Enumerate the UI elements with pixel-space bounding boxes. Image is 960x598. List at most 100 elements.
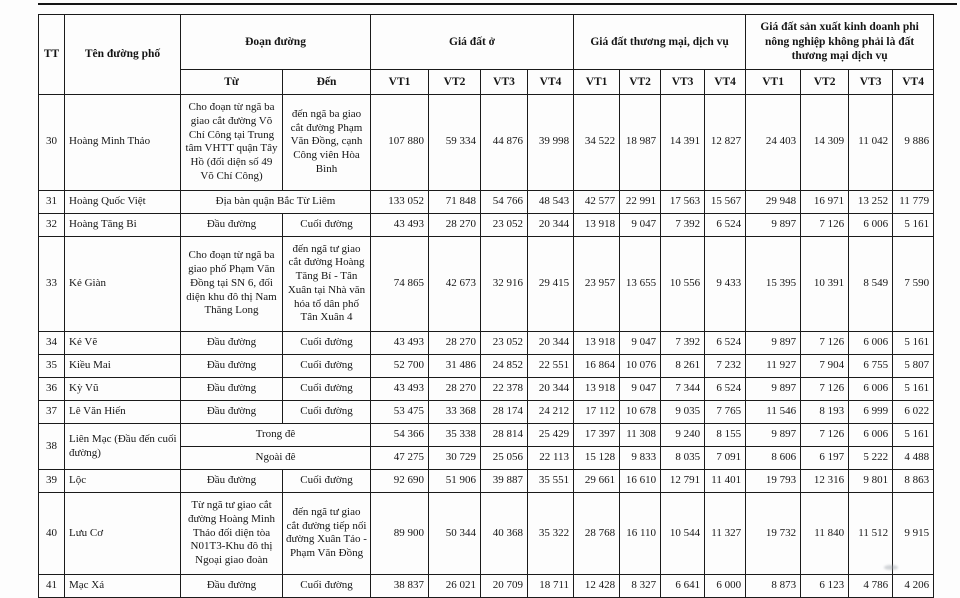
price-cell: 29 661	[573, 469, 621, 493]
price-cell: 50 344	[428, 492, 482, 575]
header-vt4: VT4	[527, 69, 575, 95]
table-row: 31 Hoàng Quốc Việt Địa bàn quận Bắc Từ Liê…	[38, 189, 935, 214]
price-cell: 9 801	[848, 469, 894, 493]
price-cell: 11 546	[745, 400, 802, 424]
price-cell: 34 522	[573, 94, 621, 191]
price-cell: 35 551	[527, 469, 575, 493]
price-cell: 24 212	[527, 400, 575, 424]
section-from: Đầu đường	[180, 331, 283, 355]
price-cell: 8 863	[892, 469, 935, 493]
price-cell: 8 193	[800, 400, 850, 424]
table-row: 37 Lê Văn Hiến Đầu đường Cuối đường 53 475 33…	[38, 400, 935, 424]
table-row: 36 Kỳ Vũ Đầu đường Cuối đường 43 493 28 270 22…	[38, 377, 935, 401]
price-cell: 42 577	[573, 189, 621, 214]
price-cell: 44 876	[480, 94, 529, 191]
price-cell: 11 512	[848, 492, 894, 575]
price-cell: 5 222	[848, 446, 894, 470]
row-number: 32	[38, 212, 65, 237]
street-name: Mạc Xá	[64, 573, 181, 598]
price-cell: 6 755	[848, 354, 894, 378]
price-cell: 8 035	[660, 446, 706, 470]
price-cell: 8 261	[660, 354, 706, 378]
price-cell: 20 344	[527, 212, 575, 237]
price-cell: 5 161	[892, 377, 935, 401]
price-cell: 43 493	[370, 331, 430, 355]
price-cell: 40 368	[480, 492, 529, 575]
price-cell: 7 904	[800, 354, 850, 378]
price-cell: 20 344	[527, 377, 575, 401]
price-cell: 35 322	[527, 492, 575, 575]
price-cell: 12 791	[660, 469, 706, 493]
table-row: Ngoài đê 47 275 30 729 25 056 22 113 15 128 9 …	[39, 446, 935, 470]
price-cell: 10 678	[619, 400, 662, 424]
street-name: Hoàng Tăng Bi	[64, 212, 181, 237]
road-section: Địa bàn quận Bắc Từ Liêm	[179, 189, 372, 214]
section-to: Cuối đường	[281, 377, 372, 401]
price-cell: 11 779	[892, 189, 935, 214]
price-cell: 9 240	[660, 423, 706, 447]
price-cell: 28 814	[480, 423, 529, 447]
price-cell: 6 524	[704, 331, 747, 355]
section-from: Cho đoạn từ ngã ba giao cắt đường Võ Chí…	[180, 94, 283, 191]
price-cell: 71 848	[428, 189, 482, 214]
scan-artifact	[884, 565, 898, 570]
section-to: đến ngã tư giao cắt đường tiếp nối đường…	[281, 492, 372, 575]
price-cell: 53 475	[370, 400, 430, 424]
price-cell: 39 998	[527, 94, 575, 191]
price-cell: 6 006	[848, 377, 894, 401]
price-cell: 9 886	[892, 94, 935, 191]
price-cell: 7 232	[704, 354, 747, 378]
header-vt3: VT3	[848, 69, 894, 95]
price-cell: 43 493	[370, 377, 430, 401]
table-row: 33 Kẻ Giàn Cho đoạn từ ngã ba giao phố Phạ…	[38, 235, 935, 332]
price-cell: 15 395	[745, 235, 802, 332]
price-cell: 24 852	[480, 354, 529, 378]
price-cell: 5 807	[892, 354, 935, 378]
price-cell: 107 880	[370, 94, 430, 191]
price-cell: 9 897	[745, 331, 802, 355]
price-cell: 43 493	[370, 212, 430, 237]
price-cell: 5 161	[892, 331, 935, 355]
price-cell: 18 711	[527, 573, 575, 598]
row-number: 40	[38, 492, 65, 575]
price-cell: 6 999	[848, 400, 894, 424]
price-cell: 23 052	[480, 212, 529, 237]
price-cell: 8 327	[619, 573, 662, 598]
row-number: 31	[38, 189, 65, 214]
price-cell: 7 344	[660, 377, 706, 401]
price-cell: 10 391	[800, 235, 850, 332]
street-name: Lộc	[64, 469, 181, 493]
price-cell: 6 641	[660, 573, 706, 598]
price-cell: 9 035	[660, 400, 706, 424]
price-cell: 6 022	[892, 400, 935, 424]
row-number: 37	[38, 400, 65, 424]
price-cell: 14 391	[660, 94, 706, 191]
section-from: Đầu đường	[180, 377, 283, 401]
header-commercial-price: Giá đất thương mại, dịch vụ	[573, 14, 747, 70]
price-cell: 17 397	[573, 423, 621, 447]
section-from: Cho đoạn từ ngã ba giao phố Phạm Văn Đồn…	[180, 235, 283, 332]
header-to: Đến	[281, 69, 372, 95]
street-name: Lê Văn Hiến	[64, 400, 181, 424]
price-cell: 7 126	[800, 423, 850, 447]
section-from: Đầu đường	[180, 212, 283, 237]
price-cell: 6 006	[848, 212, 894, 237]
price-cell: 7 765	[704, 400, 747, 424]
price-cell: 11 308	[619, 423, 662, 447]
price-cell: 54 366	[370, 423, 430, 447]
price-cell: 9 897	[745, 212, 802, 237]
row-number: 35	[38, 354, 65, 378]
price-cell: 9 047	[619, 331, 662, 355]
price-cell: 17 563	[660, 189, 706, 214]
table-row: 40 Lưu Cơ Từ ngã tư giao cắt đường Hoàng M…	[38, 492, 935, 575]
price-cell: 16 971	[800, 189, 850, 214]
section-to: Cuối đường	[281, 400, 372, 424]
price-cell: 13 655	[619, 235, 662, 332]
price-cell: 6 000	[704, 573, 747, 598]
price-cell: 52 700	[370, 354, 430, 378]
street-name: Kẻ Giàn	[64, 235, 181, 332]
street-name: Lưu Cơ	[64, 492, 181, 575]
header-vt1: VT1	[573, 69, 621, 95]
section-to: Cuối đường	[281, 469, 372, 493]
price-cell: 28 270	[428, 377, 482, 401]
